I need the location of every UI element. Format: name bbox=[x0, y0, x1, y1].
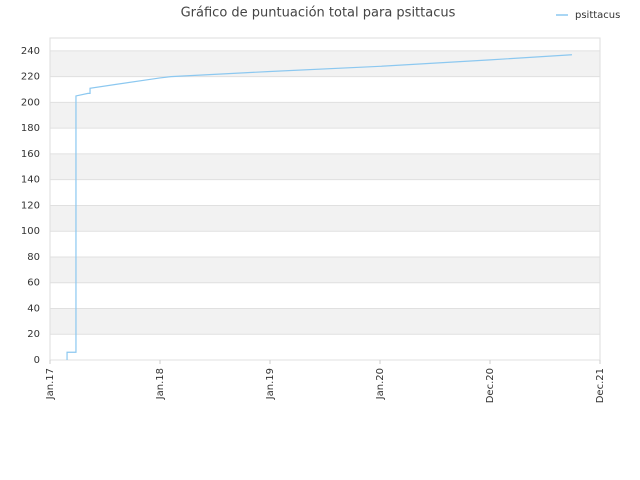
y-tick-label: 100 bbox=[21, 226, 40, 237]
y-tick-label: 160 bbox=[21, 149, 40, 160]
x-tick-label: Jan.18 bbox=[155, 368, 166, 400]
x-tick-label: Dec.21 bbox=[595, 368, 606, 403]
y-tick-label: 0 bbox=[34, 355, 40, 366]
legend-label: psittacus bbox=[575, 10, 620, 21]
chart-title: Gráfico de puntuación total para psittac… bbox=[181, 6, 456, 21]
y-tick-label: 40 bbox=[27, 303, 40, 314]
y-tick-label: 80 bbox=[27, 252, 40, 263]
y-tick-label: 20 bbox=[27, 329, 40, 340]
x-tick-label: Jan.20 bbox=[375, 368, 386, 400]
grid-band bbox=[50, 256, 600, 283]
y-tick-label: 140 bbox=[21, 175, 40, 186]
y-tick-label: 240 bbox=[21, 46, 40, 57]
x-tick-label: Jan.17 bbox=[45, 368, 56, 400]
grid-band bbox=[50, 102, 600, 129]
y-tick-label: 60 bbox=[27, 278, 40, 289]
grid-band bbox=[50, 205, 600, 232]
x-tick-label: Dec.20 bbox=[485, 368, 496, 403]
grid-band bbox=[50, 153, 600, 180]
y-tick-label: 180 bbox=[21, 123, 40, 134]
grid-band bbox=[50, 308, 600, 335]
grid-band bbox=[50, 50, 600, 77]
y-tick-label: 120 bbox=[21, 200, 40, 211]
x-tick-label: Jan.19 bbox=[265, 368, 276, 400]
y-tick-label: 200 bbox=[21, 97, 40, 108]
y-tick-label: 220 bbox=[21, 72, 40, 83]
data-line bbox=[66, 54, 572, 360]
